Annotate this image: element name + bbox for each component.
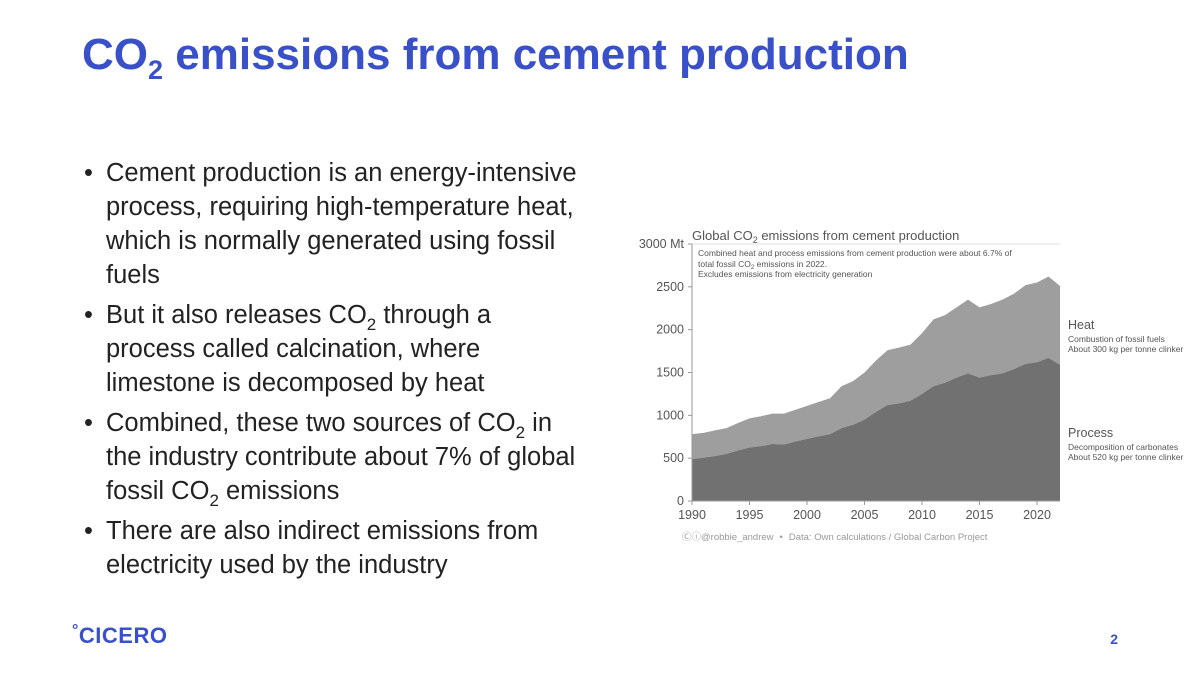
y-tick-label: 3000 Mt: [639, 237, 685, 251]
process-area: [692, 357, 1060, 501]
y-tick-label: 0: [677, 494, 684, 508]
x-tick-label: 1995: [736, 508, 764, 522]
cicero-logo: °CICERO: [72, 622, 168, 648]
x-tick-label: 2010: [908, 508, 936, 522]
chart-footer: Ⓒⓘ@robbie_andrew • Data: Own calculations …: [682, 532, 988, 543]
bullet-item: But it also releases CO2 through a proce…: [84, 298, 584, 400]
y-tick-label: 1500: [656, 366, 684, 380]
legend-process-name: Process: [1068, 426, 1113, 440]
bullet-list: Cement production is an energy-intensive…: [84, 156, 584, 588]
bullet-item: There are also indirect emissions from e…: [84, 514, 584, 582]
legend-heat-desc: Combustion of fossil fuels: [1068, 334, 1165, 344]
license-icon: Ⓒⓘ: [682, 532, 702, 543]
y-tick-label: 2500: [656, 280, 684, 294]
x-tick-label: 2005: [851, 508, 879, 522]
y-tick-label: 500: [663, 451, 684, 465]
x-tick-label: 2015: [966, 508, 994, 522]
x-tick-label: 2000: [793, 508, 821, 522]
chart-subtitle: total fossil CO2 emissions in 2022.: [698, 259, 827, 271]
x-tick-label: 1990: [678, 508, 706, 522]
y-tick-label: 2000: [656, 323, 684, 337]
bullet-item: Cement production is an energy-intensive…: [84, 156, 584, 292]
cement-emissions-chart: Global CO2 emissions from cement product…: [639, 228, 1184, 543]
slide-title: CO2 emissions from cement production: [82, 30, 909, 85]
legend-process-desc: About 520 kg per tonne clinker: [1068, 452, 1183, 462]
x-tick-label: 2020: [1023, 508, 1051, 522]
legend-heat-name: Heat: [1068, 318, 1095, 332]
chart-subtitle: Combined heat and process emissions from…: [698, 248, 1012, 258]
heat-area: [692, 276, 1060, 460]
chart-title: Global CO2 emissions from cement product…: [692, 228, 959, 245]
legend-heat-desc: About 300 kg per tonne clinker: [1068, 344, 1183, 354]
y-tick-label: 1000: [656, 408, 684, 422]
chart-subtitle: Excludes emissions from electricity gene…: [698, 269, 873, 279]
page-number: 2: [1110, 631, 1118, 647]
legend-process-desc: Decomposition of carbonates: [1068, 442, 1178, 452]
bullet-item: Combined, these two sources of CO2 in th…: [84, 406, 584, 509]
